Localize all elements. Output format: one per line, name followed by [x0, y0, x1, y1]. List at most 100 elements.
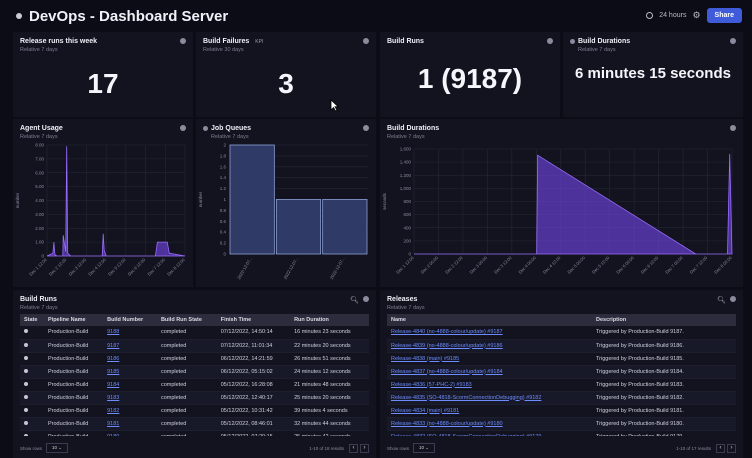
column-header[interactable]: Build Run State [156, 314, 217, 326]
table-cell[interactable]: 9187 [103, 339, 157, 353]
column-header[interactable]: Build Number [103, 314, 157, 326]
column-header[interactable]: Run Duration [290, 314, 369, 326]
table-cell[interactable]: 9183 [103, 391, 157, 405]
table-row[interactable]: Production-Build 9186 completed 06/12/2022,… [20, 352, 369, 366]
table-row[interactable]: Release-4840 (no-4888-colour/update) #91… [387, 326, 736, 340]
info-icon[interactable] [363, 296, 369, 302]
x-tick-label: Dec 2 00:00 [420, 255, 440, 275]
state-icon [24, 329, 28, 334]
state-cell [20, 430, 44, 436]
search-icon[interactable]: 🔍︎ [717, 297, 726, 304]
table-row[interactable]: Production-Build 9183 completed 05/12/2022,… [20, 391, 369, 405]
tile-title: Build Failures [203, 38, 250, 45]
panel-title: Build Runs [20, 296, 57, 303]
gear-icon[interactable]: ⚙ [692, 10, 701, 20]
table-row[interactable]: Release-4836 (57-PHC-2) #9183 Triggered b… [387, 378, 736, 392]
table-cell: Production-Build [44, 352, 104, 366]
prev-page-button[interactable]: ‹ [349, 443, 358, 453]
state-icon [24, 433, 28, 436]
clock-icon[interactable] [646, 12, 654, 19]
table-cell: 05/12/2022, 12:40:17 [216, 391, 291, 405]
table-cell[interactable]: 9184 [103, 378, 157, 392]
build-runs-tile: Build Runs 1 (9187) [380, 32, 560, 117]
info-icon[interactable] [180, 38, 186, 44]
y-tick-label: 1,000 [400, 186, 412, 191]
releases-table-wrap: Name Description Release-4840 (no-4888-co… [387, 314, 736, 436]
job-queues-chart[interactable]: 0 0.2 0.4 0.6 0.8 1 1.2 1.4 1.6 1.8 2 number 2022-12… [196, 141, 376, 287]
release-link[interactable]: Release-4840 (no-4888-colour/update) #91… [387, 326, 592, 340]
table-cell[interactable]: 9181 [103, 417, 157, 431]
column-header[interactable]: State [20, 314, 44, 326]
table-cell: 21 minutes 48 seconds [290, 378, 369, 392]
info-icon[interactable] [180, 125, 186, 131]
table-row[interactable]: Production-Build 9187 completed 07/12/2022,… [20, 339, 369, 353]
table-cell: 26 minutes 51 seconds [290, 352, 369, 366]
table-row[interactable]: Production-Build 9182 completed 05/12/2022,… [20, 404, 369, 418]
x-tick-label: Dec 8 12:00 [166, 257, 186, 277]
table-row[interactable]: Release-4832 (SO-4818-ScormConnectionDeb… [387, 430, 736, 436]
info-icon[interactable] [730, 125, 736, 131]
y-tick-label: 200 [403, 238, 411, 243]
table-row[interactable]: Production-Build 9181 completed 05/12/2022,… [20, 417, 369, 431]
table-footer: Show rows 10 ⌄ 1-10 of 18 results ‹ › [20, 443, 369, 453]
table-row[interactable]: Release-4838 (main) #9185 Triggered by Pr… [387, 352, 736, 366]
table-row[interactable]: Production-Build9180completed05/12/2022,… [20, 430, 369, 436]
y-tick-label: 0.8 [220, 208, 227, 213]
x-tick-label: Dec 2 12:00 [444, 255, 464, 275]
info-icon[interactable] [547, 38, 553, 44]
top-bar: DevOps - Dashboard Server 24 hours ⚙ Sha… [0, 0, 752, 32]
column-header[interactable]: Name [387, 314, 592, 326]
table-cell: 05/12/2022, 08:46:01 [216, 417, 291, 431]
prev-page-button[interactable]: ‹ [716, 443, 725, 453]
state-icon [24, 381, 28, 386]
release-link[interactable]: Release-4835 (SO-4818-ScormConnectionDeb… [387, 391, 592, 405]
tile-title: Build Runs [387, 38, 424, 45]
info-icon[interactable] [730, 296, 736, 302]
release-link[interactable]: Release-4837 (no-4888-colour/update) #91… [387, 365, 592, 379]
table-row[interactable]: Production-Build 9185 completed 06/12/2022,… [20, 365, 369, 379]
table-cell[interactable]: 9188 [103, 326, 157, 340]
table-cell: Triggered by Production-Build 9181. [592, 404, 736, 418]
table-row[interactable]: Release-4835 (SO-4818-ScormConnectionDeb… [387, 391, 736, 405]
release-link[interactable]: Release-4836 (57-PHC-2) #9183 [387, 378, 592, 392]
table-row[interactable]: Release-4833 (no-4888-colour/update) #91… [387, 417, 736, 431]
table-cell[interactable]: 9180 [103, 430, 157, 436]
table-row[interactable]: Release-4839 (no-4888-colour/update) #91… [387, 339, 736, 353]
table-cell: completed [156, 339, 217, 353]
results-count: 1-10 of 18 results [309, 445, 344, 451]
info-icon[interactable] [730, 38, 736, 44]
release-link[interactable]: Release-4833 (no-4888-colour/update) #91… [387, 417, 592, 431]
info-icon[interactable] [363, 38, 369, 44]
table-row[interactable]: Production-Build 9184 completed 05/12/2022,… [20, 378, 369, 392]
table-cell: completed [156, 326, 217, 340]
release-link[interactable]: Release-4832 (SO-4818-ScormConnectionDeb… [387, 430, 592, 436]
table-cell[interactable]: 9185 [103, 365, 157, 379]
share-button[interactable]: Share [706, 8, 742, 23]
state-cell [20, 339, 44, 353]
timerange-picker[interactable]: 24 hours [659, 12, 687, 19]
table-cell: Production-Build [44, 326, 104, 340]
table-cell[interactable]: 9182 [103, 404, 157, 418]
release-link[interactable]: Release-4839 (no-4888-colour/update) #91… [387, 339, 592, 353]
table-row[interactable]: Production-Build 9188 completed 07/12/2022,… [20, 326, 369, 340]
column-header[interactable]: Finish Time [216, 314, 291, 326]
info-icon[interactable] [363, 125, 369, 131]
x-tick-label: Dec 7 12:00 [146, 257, 166, 277]
search-icon[interactable]: 🔍︎ [350, 297, 359, 304]
table-row[interactable]: Release-4837 (no-4888-colour/update) #91… [387, 365, 736, 379]
table-cell: Production-Build [44, 378, 104, 392]
next-page-button[interactable]: › [360, 443, 369, 453]
x-tick-label: Dec 4 12:00 [87, 257, 107, 277]
build-durations-chart[interactable]: 0 200 400 600 800 1,000 1,200 1,400 1,600 Dec 1 1… [380, 141, 743, 287]
state-cell [20, 378, 44, 392]
rows-per-page-select[interactable]: 10 ⌄ [413, 443, 436, 453]
rows-per-page-select[interactable]: 10 ⌄ [46, 443, 69, 453]
next-page-button[interactable]: › [727, 443, 736, 453]
table-cell[interactable]: 9186 [103, 352, 157, 366]
column-header[interactable]: Description [592, 314, 736, 326]
column-header[interactable]: Pipeline Name [44, 314, 104, 326]
table-row[interactable]: Release-4834 (main) #9181 Triggered by Pr… [387, 404, 736, 418]
release-link[interactable]: Release-4838 (main) #9185 [387, 352, 592, 366]
agent-usage-chart[interactable]: 0 1.00 2.00 3.00 4.00 5.00 6.00 7.00 8.00 Dec 1 1… [13, 141, 193, 287]
release-link[interactable]: Release-4834 (main) #9181 [387, 404, 592, 418]
